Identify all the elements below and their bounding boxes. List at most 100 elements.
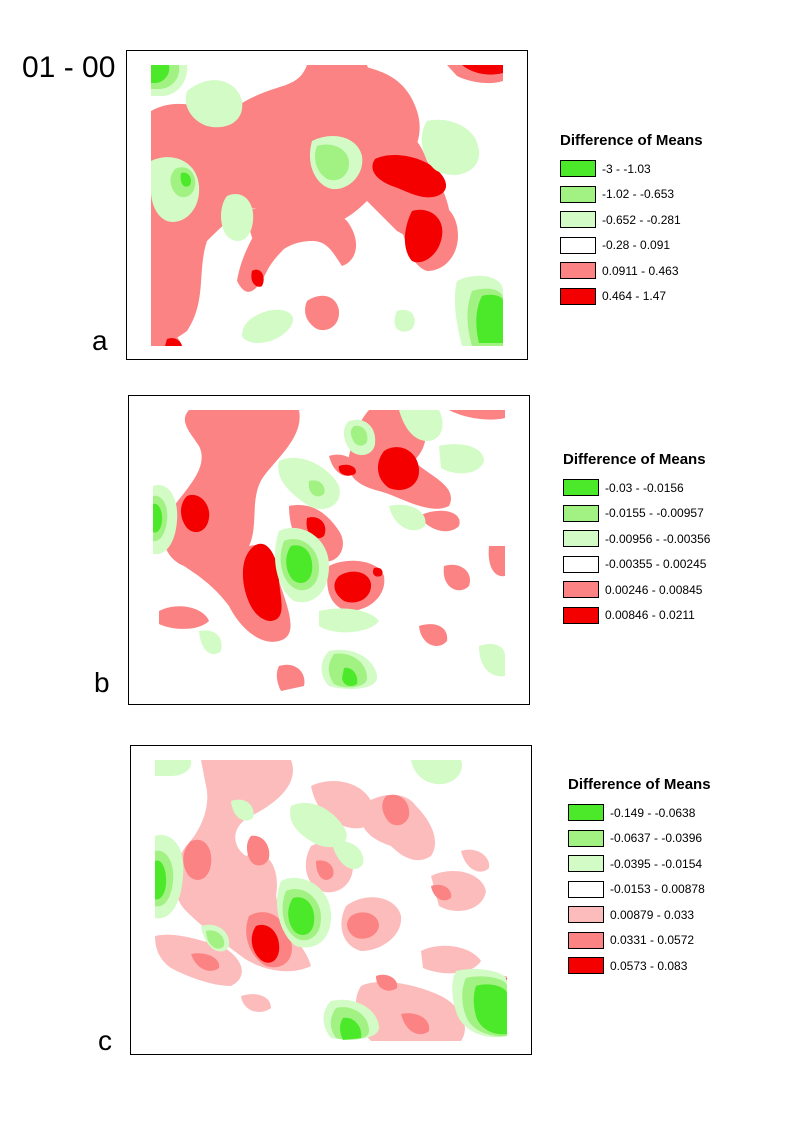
map-b-region xyxy=(153,503,163,533)
legend-item: -1.02 - -0.653 xyxy=(560,182,703,208)
legend-item: -0.00355 - 0.00245 xyxy=(563,552,710,578)
map-a-region xyxy=(151,65,170,83)
map-c-region xyxy=(251,924,280,963)
legend-swatch xyxy=(560,185,596,203)
map-a-region xyxy=(185,80,243,128)
legend-label: -0.28 - 0.091 xyxy=(602,238,671,253)
map-c-region xyxy=(331,840,364,870)
map-b-region xyxy=(181,494,210,533)
map-b-region xyxy=(350,425,368,446)
legend-swatch xyxy=(560,160,596,178)
legend-item: -0.0395 - -0.0154 xyxy=(568,851,711,877)
map-a-region xyxy=(476,294,503,343)
map-c-region xyxy=(431,884,452,901)
map-a-region xyxy=(242,309,294,343)
legend-rows: -3 - -1.03 -1.02 - -0.653 -0.652 - -0.281 -… xyxy=(560,156,703,309)
map-c-region xyxy=(246,835,270,866)
map-c-region xyxy=(340,1017,362,1040)
legend-label: -0.652 - -0.281 xyxy=(602,212,681,227)
legend-label: 0.464 - 1.47 xyxy=(602,289,667,304)
map-b-region xyxy=(419,624,448,646)
legend-b: Difference of Means -0.03 - -0.0156 -0.01… xyxy=(563,451,710,628)
legend-swatch xyxy=(560,236,596,254)
legend-c: Difference of Means -0.149 - -0.0638 -0.0… xyxy=(568,776,711,979)
map-a-region xyxy=(315,144,349,181)
legend-swatch xyxy=(568,931,604,949)
legend-swatch xyxy=(563,555,599,573)
panel-label-c: c xyxy=(98,1025,112,1056)
map-c-region xyxy=(401,1013,430,1035)
legend-label: -0.00956 - -0.00356 xyxy=(605,531,711,546)
legend-label: -0.0637 - -0.0396 xyxy=(610,831,703,846)
page-title: 01 - 00 xyxy=(22,51,116,84)
map-b-region xyxy=(334,571,372,603)
map-c-region xyxy=(241,994,271,1012)
legend-label: 0.0911 - 0.463 xyxy=(602,263,679,278)
legend-swatch xyxy=(568,880,604,898)
legend-a: Difference of Means -3 - -1.03 -1.02 - -0… xyxy=(560,132,703,309)
map-b-region xyxy=(443,564,470,591)
legend-swatch xyxy=(563,581,599,599)
map-a-region xyxy=(305,295,340,331)
map-a-region xyxy=(394,309,415,332)
map-c-region xyxy=(355,981,465,1041)
legend-item: 0.0911 - 0.463 xyxy=(560,258,703,284)
map-c-region xyxy=(360,794,436,861)
map-b-region xyxy=(377,447,419,491)
map-b-region xyxy=(449,410,505,420)
map-a-region xyxy=(221,193,254,241)
legend-item: 0.00879 - 0.033 xyxy=(568,902,711,928)
panel-label-a: a xyxy=(92,325,108,356)
legend-label: 0.00879 - 0.033 xyxy=(610,907,695,922)
map-c-region xyxy=(376,974,398,991)
map-b-region xyxy=(306,517,326,539)
map-b-region xyxy=(338,464,356,476)
legend-swatch xyxy=(563,530,599,548)
map-c-region xyxy=(206,930,225,949)
legend-swatch xyxy=(568,957,604,975)
legend-label: 0.00246 - 0.00845 xyxy=(605,582,703,597)
legend-item: -0.0637 - -0.0396 xyxy=(568,826,711,852)
legend-title: Difference of Means xyxy=(560,132,703,149)
map-a-region xyxy=(247,204,357,266)
map-c-region xyxy=(311,781,375,829)
legend-rows: -0.03 - -0.0156 -0.0155 - -0.00957 -0.0095… xyxy=(563,475,710,628)
legend-title: Difference of Means xyxy=(563,451,706,468)
map-b-region xyxy=(242,543,282,621)
map-frame-c xyxy=(130,745,532,1055)
map-a-region xyxy=(357,65,420,167)
map-c-region xyxy=(191,953,220,971)
map-a-region xyxy=(165,338,182,346)
legend-item: -0.0153 - 0.00878 xyxy=(568,877,711,903)
map-c-region xyxy=(288,897,315,935)
map-b-region xyxy=(199,630,222,655)
map-c-region xyxy=(461,849,490,872)
map-b-region xyxy=(419,510,460,532)
legend-label: 0.0573 - 0.083 xyxy=(610,958,688,973)
map-frame-b xyxy=(128,395,530,705)
map-c-region xyxy=(155,760,192,776)
map-b-region xyxy=(439,444,484,474)
map-c xyxy=(155,760,507,1041)
legend-item: -0.652 - -0.281 xyxy=(560,207,703,233)
map-c-region xyxy=(411,760,462,785)
map-b-region xyxy=(342,667,358,686)
legend-label: -0.0155 - -0.00957 xyxy=(605,506,704,521)
map-b-region xyxy=(286,545,313,583)
legend-item: 0.00246 - 0.00845 xyxy=(563,577,710,603)
map-b-region xyxy=(276,664,305,691)
map-a-region xyxy=(180,172,191,187)
map-b-region xyxy=(372,567,383,577)
map-c-region xyxy=(473,984,507,1035)
map-a-region xyxy=(404,209,443,263)
legend-item: 0.0573 - 0.083 xyxy=(568,953,711,979)
map-frame-a xyxy=(126,50,528,360)
legend-item: -0.03 - -0.0156 xyxy=(563,475,710,501)
legend-swatch xyxy=(560,211,596,229)
legend-swatch xyxy=(563,606,599,624)
legend-swatch xyxy=(568,829,604,847)
map-a-region xyxy=(421,119,480,175)
map-c-region xyxy=(421,945,481,974)
legend-item: -0.28 - 0.091 xyxy=(560,233,703,259)
map-a-region xyxy=(251,269,264,287)
